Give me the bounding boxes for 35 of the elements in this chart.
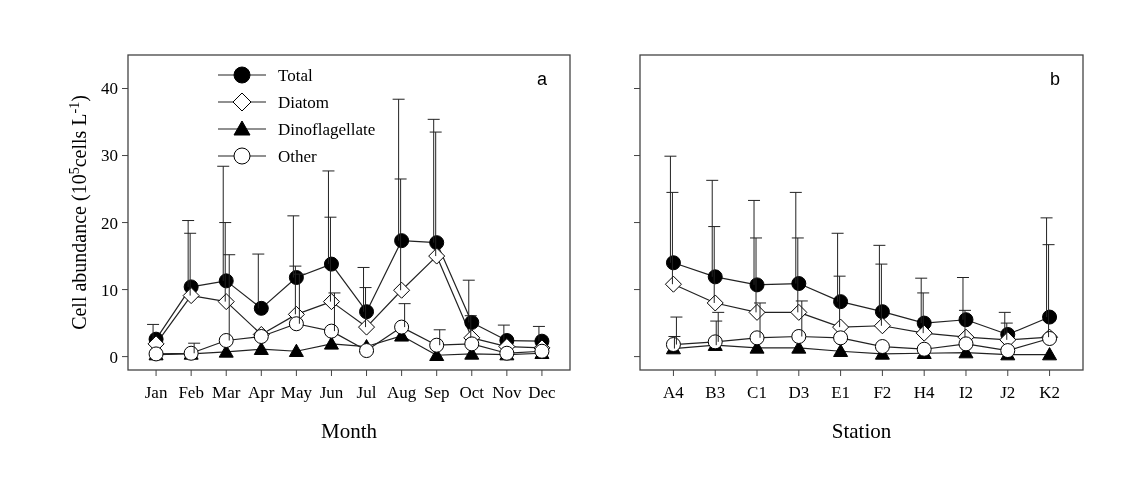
annotation: b — [1049, 69, 1061, 89]
x-tick-label: K2 — [1039, 383, 1060, 402]
x-tick-label: D3 — [788, 383, 810, 402]
x-tick-label: E1 — [831, 383, 851, 402]
y-tick-label: 20 — [101, 213, 118, 233]
x-tick-label: Jan — [144, 383, 168, 402]
x-tick-label: H4 — [913, 383, 936, 402]
x-tick-label: F2 — [873, 383, 892, 402]
x-axis-title: Month — [320, 419, 378, 443]
x-tick-label: Jul — [356, 383, 377, 402]
x-tick-label: Mar — [212, 383, 241, 402]
legend-label: Dinoflagellate — [278, 119, 376, 139]
x-tick-label: Sep — [423, 383, 450, 402]
x-tick-label: Jun — [319, 383, 344, 402]
x-tick-label: J2 — [1000, 383, 1016, 402]
x-tick-label: B3 — [705, 383, 726, 402]
y-tick-label: 10 — [101, 280, 118, 300]
annotation: a — [536, 69, 548, 89]
x-tick-label: I2 — [958, 383, 974, 402]
legend-label: Total — [278, 65, 313, 85]
x-tick-label: Feb — [178, 383, 204, 402]
legend-label: Other — [278, 146, 318, 166]
x-tick-label: May — [280, 383, 313, 402]
x-tick-label: Aug — [386, 383, 417, 402]
x-tick-label: Nov — [492, 383, 522, 402]
x-tick-label: Oct — [459, 383, 485, 402]
x-tick-label: Dec — [528, 383, 557, 402]
x-tick-label: C1 — [747, 383, 767, 402]
x-tick-label: A4 — [663, 383, 685, 402]
x-axis-title: Station — [831, 419, 892, 443]
y-tick-label: 30 — [101, 146, 118, 166]
legend-label: Diatom — [278, 92, 329, 112]
y-tick-label: 0 — [109, 347, 118, 367]
x-tick-label: Apr — [248, 383, 275, 402]
y-tick-label: 40 — [101, 79, 118, 99]
